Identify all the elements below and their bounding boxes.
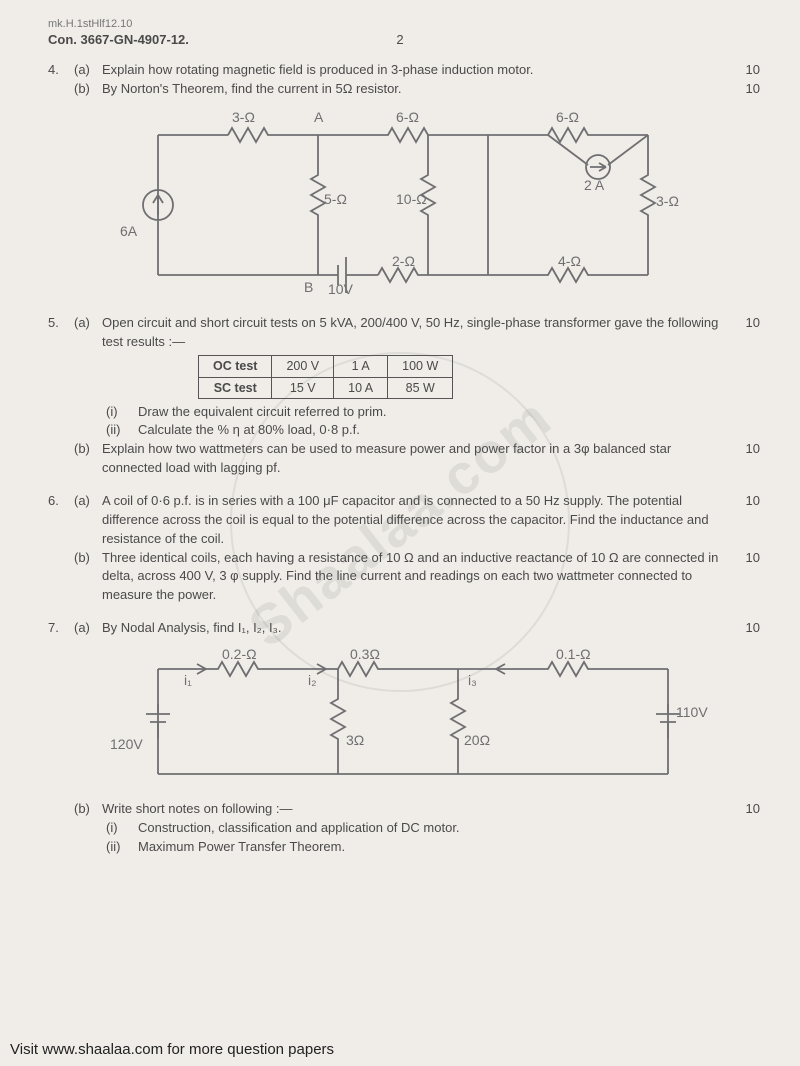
c2-r03: 0.3Ω: [350, 646, 380, 662]
c2-110V: 110V: [676, 704, 708, 720]
c1-6A: 6A: [120, 223, 137, 239]
c2-r01: 0.1-Ω: [556, 646, 591, 662]
q4a-sub: (a): [74, 61, 102, 80]
c2-r20: 20Ω: [464, 732, 490, 748]
q7b-sub: (b): [74, 800, 102, 819]
q7-i-num: (i): [106, 819, 138, 838]
q5b-sub: (b): [74, 440, 102, 459]
page-number: 2: [396, 32, 403, 47]
footer-text: Visit www.shaalaa.com for more question …: [10, 1041, 334, 1058]
q6b-text: Three identical coils, each having a res…: [102, 549, 760, 606]
cell: 15 V: [272, 377, 334, 398]
c2-120V: 120V: [110, 736, 143, 752]
question-7b: (b) Write short notes on following :— 10…: [48, 800, 760, 857]
q5b-marks: 10: [732, 440, 760, 459]
q6a-text: A coil of 0·6 p.f. is in series with a 1…: [102, 492, 760, 549]
test-results-table: OC test 200 V 1 A 100 W SC test 15 V 10 …: [198, 355, 453, 398]
c2-r02: 0.2-Ω: [222, 646, 257, 662]
q7a-marks: 10: [732, 619, 760, 638]
q7b-text: Write short notes on following :—: [102, 800, 760, 819]
cell: 100 W: [388, 356, 453, 377]
q4a-marks: 10: [732, 61, 760, 80]
c1-2A: 2 A: [584, 177, 604, 193]
cell: 10 A: [334, 377, 388, 398]
q4a-text: Explain how rotating magnetic field is p…: [102, 61, 760, 80]
question-6: 6. (a) A coil of 0·6 p.f. is in series w…: [48, 492, 760, 605]
table-row: OC test 200 V 1 A 100 W: [199, 356, 453, 377]
cell: 85 W: [388, 377, 453, 398]
q7a-text: By Nodal Analysis, find I₁, I₂, I₃.: [102, 619, 760, 638]
q5-ii-num: (ii): [106, 421, 138, 440]
c1-r2: 2-Ω: [392, 253, 415, 269]
q6a-sub: (a): [74, 492, 102, 511]
c1-r4: 4-Ω: [558, 253, 581, 269]
c1-r3r: 3-Ω: [656, 193, 679, 209]
cell: 200 V: [272, 356, 334, 377]
q7-i-text: Construction, classification and applica…: [138, 819, 760, 838]
table-row: SC test 15 V 10 A 85 W: [199, 377, 453, 398]
circuit-diagram-2: i₁ 0.2-Ω i₂ 0.3Ω i₃ 0.1-Ω 120V 3Ω 20Ω 11…: [128, 644, 720, 794]
q5b-text: Explain how two wattmeters can be used t…: [102, 440, 760, 478]
c1-10V: 10V: [328, 281, 353, 297]
question-7: 7. (a) By Nodal Analysis, find I₁, I₂, I…: [48, 619, 760, 638]
q7a-sub: (a): [74, 619, 102, 638]
q7b-marks: 10: [732, 800, 760, 819]
exam-page: mk.H.1stHlf12.10 Con. 3667-GN-4907-12. 2…: [0, 0, 800, 866]
cell-sc: SC test: [199, 377, 272, 398]
question-4: 4. (a) Explain how rotating magnetic fie…: [48, 61, 760, 99]
q6-number: 6.: [48, 492, 74, 511]
c1-B: B: [304, 279, 313, 295]
c2-r3: 3Ω: [346, 732, 364, 748]
q4b-sub: (b): [74, 80, 102, 99]
q5-i-num: (i): [106, 403, 138, 422]
q4b-text: By Norton's Theorem, find the current in…: [102, 80, 760, 99]
q5a-text: Open circuit and short circuit tests on …: [102, 314, 760, 352]
header-small: mk.H.1stHlf12.10: [48, 18, 760, 30]
q4b-marks: 10: [732, 80, 760, 99]
q5a-marks: 10: [732, 314, 760, 333]
q5-ii-text: Calculate the % η at 80% load, 0·8 p.f.: [138, 421, 760, 440]
c2-i1: i₁: [184, 672, 192, 688]
q5a-sub: (a): [74, 314, 102, 333]
c1-A: A: [314, 109, 323, 125]
q5-number: 5.: [48, 314, 74, 333]
c1-r6r: 6-Ω: [556, 109, 579, 125]
q6a-marks: 10: [732, 492, 760, 511]
q7-ii-text: Maximum Power Transfer Theorem.: [138, 838, 760, 857]
c1-r6m: 6-Ω: [396, 109, 419, 125]
circuit-diagram-1: 3-Ω A 6-Ω 6-Ω 2 A 3-Ω 6A 5-Ω 10-Ω B 10V …: [128, 105, 720, 300]
header-con: Con. 3667-GN-4907-12.: [48, 32, 760, 47]
q6b-marks: 10: [732, 549, 760, 568]
question-5: 5. (a) Open circuit and short circuit te…: [48, 314, 760, 478]
c1-r5: 5-Ω: [324, 191, 347, 207]
q4-number: 4.: [48, 61, 74, 80]
c2-i3: i₃: [468, 672, 477, 688]
q5-i-text: Draw the equivalent circuit referred to …: [138, 403, 760, 422]
c2-i2: i₂: [308, 672, 317, 688]
c1-r3: 3-Ω: [232, 109, 255, 125]
c1-r10: 10-Ω: [396, 191, 427, 207]
cell-oc: OC test: [199, 356, 272, 377]
q6b-sub: (b): [74, 549, 102, 568]
circuit2-svg: [128, 644, 708, 794]
q7-number: 7.: [48, 619, 74, 638]
cell: 1 A: [334, 356, 388, 377]
q7-ii-num: (ii): [106, 838, 138, 857]
